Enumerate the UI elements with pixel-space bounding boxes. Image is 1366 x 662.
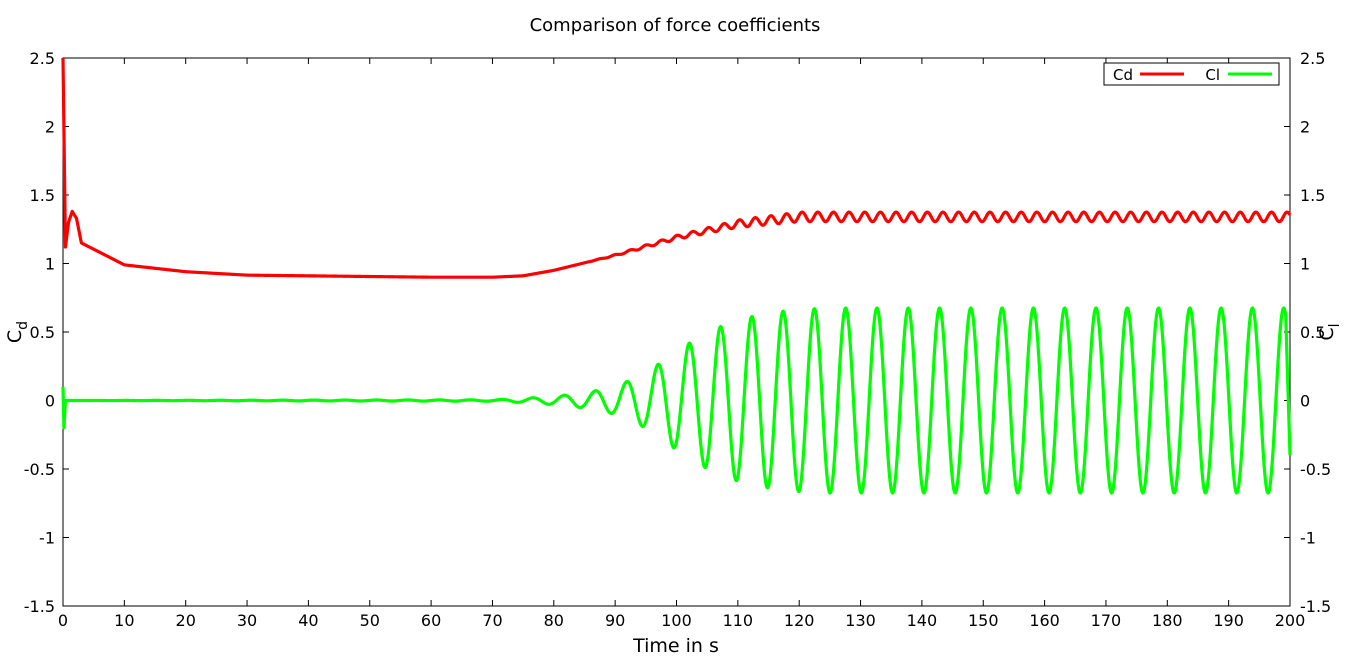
y-axis-left-label-main: C [4, 330, 26, 343]
y-axis-right-label-sub: l [1327, 323, 1343, 327]
y-axis-right: -1.5 -1 -0.5 0 0.5 1 1.5 2 2.5 [1284, 49, 1331, 616]
x-tick-label: 70 [482, 611, 502, 630]
y-axis-left-label-sub: d [15, 321, 31, 330]
x-tick-label: 190 [1213, 611, 1244, 630]
y-tick-label-left: 2 [45, 118, 55, 137]
legend-label-cd: Cd [1113, 66, 1133, 84]
y-tick-label-left: 0 [45, 392, 55, 411]
y-tick-label-right: -1 [1300, 529, 1316, 548]
x-tick-label: 100 [661, 611, 692, 630]
x-tick-label: 130 [845, 611, 876, 630]
x-tick-label: 150 [968, 611, 999, 630]
x-tick-label: 10 [114, 611, 134, 630]
x-tick-label: 90 [605, 611, 625, 630]
x-tick-label: 140 [907, 611, 938, 630]
y-tick-label-left: -1.5 [24, 597, 55, 616]
x-tick-label: 120 [784, 611, 815, 630]
x-tick-label: 180 [1152, 611, 1183, 630]
plot-frame [62, 57, 1291, 607]
y-tick-label-right: -0.5 [1300, 460, 1331, 479]
legend: Cd Cl [1103, 62, 1280, 86]
y-tick-label-right: 0 [1300, 392, 1310, 411]
y-tick-label-right: 2.5 [1300, 49, 1325, 68]
x-tick-label: 110 [723, 611, 754, 630]
x-tick-label: 40 [298, 611, 318, 630]
y-tick-label-left: 0.5 [30, 323, 55, 342]
legend-box [1103, 62, 1280, 86]
y-tick-label-left: 1 [45, 255, 55, 274]
x-axis: 0 10 20 30 40 50 60 70 80 90 100 110 120 130 140 150 160… [58, 58, 1305, 630]
x-tick-label: 0 [58, 611, 68, 630]
chart-title: Comparison of force coefficients [530, 15, 821, 36]
x-tick-label: 30 [237, 611, 257, 630]
x-tick-label: 80 [544, 611, 564, 630]
y-tick-label-left: -0.5 [24, 460, 55, 479]
series-line-cd [61, 57, 1292, 279]
y-axis-right-label-main: C [1316, 327, 1338, 340]
x-tick-label: 60 [421, 611, 441, 630]
x-tick-label: 170 [1091, 611, 1122, 630]
y-tick-label-right: 1.5 [1300, 186, 1325, 205]
x-tick-label: 160 [1029, 611, 1060, 630]
series-line-cl [61, 306, 1292, 495]
y-tick-label-right: 1 [1300, 255, 1310, 274]
y-axis-right-label: Cl [1316, 323, 1343, 340]
x-tick-label: 50 [360, 611, 380, 630]
y-tick-label-right: -1.5 [1300, 597, 1331, 616]
y-tick-label-left: 2.5 [30, 49, 55, 68]
x-axis-label: Time in s [632, 635, 719, 657]
series-layer [61, 57, 1292, 495]
y-tick-label-left: -1 [39, 529, 55, 548]
y-tick-label-right: 2 [1300, 118, 1310, 137]
y-tick-label-right: 0.5 [1300, 323, 1325, 342]
legend-label-cl: Cl [1205, 66, 1220, 84]
y-tick-label-left: 1.5 [30, 186, 55, 205]
x-tick-label: 20 [176, 611, 196, 630]
y-axis-left-label: Cd [4, 321, 31, 343]
x-tick-label: 200 [1275, 611, 1306, 630]
y-axis-left: -1.5 -1 -0.5 0 0.5 1 1.5 2 2.5 [24, 49, 69, 616]
